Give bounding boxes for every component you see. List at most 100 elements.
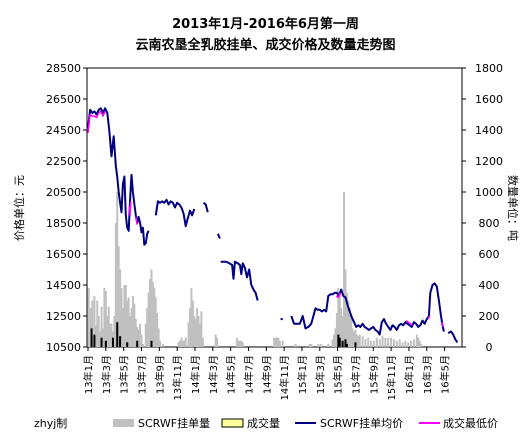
listing-volume-bar: [191, 300, 194, 347]
listing-volume-bar: [103, 288, 106, 347]
listing-volume-bar: [390, 337, 393, 347]
listing-volume-bar: [146, 308, 149, 347]
listing-volume-bar: [157, 328, 160, 347]
y-left-tick-label: 20500: [46, 186, 81, 199]
x-tick-label: 15年5月: [332, 355, 345, 394]
plot-area: [86, 67, 463, 348]
listing-volume-bar: [161, 343, 164, 347]
legend-label-avg-price: SCRWF挂单均价: [320, 416, 403, 430]
listing-volume-bar: [347, 300, 350, 347]
x-tick-label: 16年3月: [421, 355, 434, 394]
x-tick-label: 16年1月: [403, 355, 416, 394]
listing-volume-bar: [134, 319, 137, 347]
listing-volume-bar: [310, 343, 313, 347]
listing-volume-bar: [94, 325, 97, 347]
legend: zhyj制 SCRWF挂单量 成交量 SCRWF挂单均价 成交最低价: [34, 416, 498, 430]
listing-volume-bar: [93, 295, 96, 347]
listing-volume-bar: [412, 339, 415, 347]
listing-volume-bar: [129, 316, 132, 347]
listing-volume-bar: [353, 331, 356, 347]
deal-volume-bar: [104, 340, 107, 347]
listing-volume-bar: [341, 316, 344, 347]
listing-volume-bar: [198, 323, 201, 347]
listing-volume-bar: [214, 334, 217, 347]
listing-volume-bar: [327, 343, 330, 347]
listing-volume-bar: [113, 316, 116, 347]
legend-swatch-listing-volume: [113, 419, 134, 427]
listing-volume-bar: [372, 340, 375, 347]
listing-volume-bar: [127, 297, 130, 347]
listing-volume-bar: [392, 339, 395, 347]
deal-volume-bar: [119, 336, 122, 347]
min-price-line-segment: [87, 110, 106, 134]
x-tick-label: 13年1月: [82, 355, 95, 394]
listing-volume-bar: [96, 300, 99, 347]
legend-label-min-price: 成交最低价: [443, 416, 498, 430]
y-left-tick-label: 18500: [46, 217, 81, 230]
series-deal-min-price-line: [87, 110, 444, 328]
x-tick-label: 13年3月: [100, 355, 113, 394]
listing-volume-bar: [116, 192, 119, 347]
listing-volume-bar: [100, 306, 103, 347]
listing-volume-bar: [418, 340, 421, 347]
listing-volume-bar: [357, 336, 360, 347]
listing-volume-bar: [190, 288, 193, 347]
listing-volume-bar: [334, 328, 337, 347]
avg-price-line-segment: [87, 107, 150, 246]
listing-volume-bar: [133, 303, 136, 347]
listing-volume-bar: [141, 343, 144, 347]
x-tick-label: 14年7月: [242, 355, 255, 394]
deal-volume-bar: [338, 337, 341, 347]
listing-volume-bar: [381, 336, 384, 347]
listing-volume-bar: [194, 319, 197, 347]
listing-volume-bar: [273, 337, 276, 347]
deal-volume-bar: [344, 339, 347, 347]
y-left-tick-label: 14500: [46, 279, 81, 292]
y-right-tick-label: 1200: [475, 155, 503, 168]
y-right-axis-label: 数量单位：吨: [506, 175, 520, 241]
avg-price-line-segment: [220, 260, 259, 301]
listing-volume-bar: [343, 192, 346, 347]
deal-volume-bar: [116, 322, 119, 347]
deal-volume-bar: [111, 337, 114, 347]
y-left-tick-label: 12500: [46, 310, 81, 323]
x-tick-label: 14年1月: [189, 355, 202, 394]
listing-volume-bar: [117, 246, 120, 347]
listing-volume-bar: [236, 337, 239, 347]
listing-volume-bar: [364, 339, 367, 347]
listing-volume-bar: [216, 337, 219, 347]
listing-volume-bar: [320, 343, 323, 347]
listing-volume-bar: [277, 337, 280, 347]
listing-volume-bar: [89, 308, 92, 347]
listing-volume-bar: [274, 337, 277, 347]
listing-volume-bar: [367, 337, 370, 347]
series-deal-volume-bars: [90, 322, 357, 347]
listing-volume-bar: [375, 337, 378, 347]
avg-price-line-segment: [290, 282, 445, 336]
x-tick-label: 13年11月: [171, 355, 184, 400]
avg-price-line-segment: [202, 201, 209, 213]
deal-volume-bar: [100, 337, 103, 347]
x-tick-label: 15年11月: [385, 355, 398, 400]
listing-volume-bar: [137, 329, 140, 347]
listing-volume-bar: [91, 300, 94, 347]
deal-volume-bar: [126, 342, 129, 347]
chart-subtitle: 云南农垦全乳胶挂单、成交价格及数量走势图: [135, 37, 395, 53]
x-tick-label: 13年5月: [118, 355, 131, 394]
listing-volume-bar: [317, 343, 320, 347]
y-right-tick-label: 1400: [475, 124, 503, 137]
y-right-tick-label: 1600: [475, 93, 503, 106]
listing-volume-bar: [340, 308, 343, 347]
listing-volume-bar: [415, 334, 418, 347]
listing-volume-bar: [124, 285, 127, 347]
listing-volume-bar: [201, 337, 204, 347]
y-right-tick-label: 800: [479, 217, 500, 230]
avg-price-line-segment: [216, 233, 221, 239]
listing-volume-bar: [355, 334, 358, 347]
deal-volume-bar: [93, 334, 96, 347]
listing-volume-bar: [131, 295, 134, 347]
listing-volume-bar: [384, 337, 387, 347]
avg-price-line-segment: [447, 330, 459, 343]
listing-volume-bar: [398, 339, 401, 347]
